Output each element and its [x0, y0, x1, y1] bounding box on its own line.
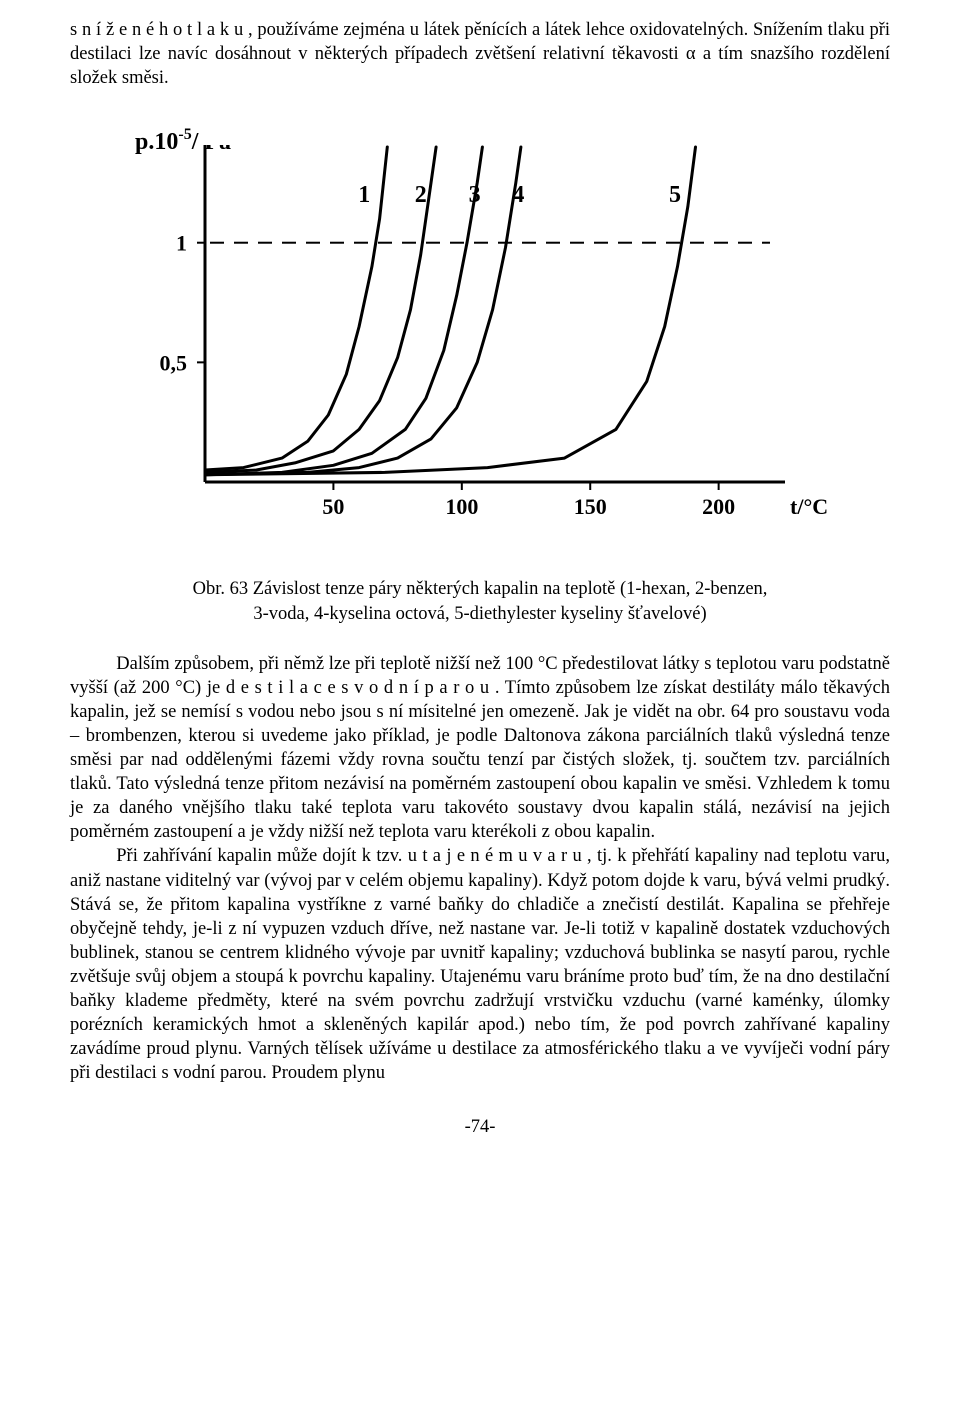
spaced-term-bumping: u t a j e n é m u v a r u ,	[408, 846, 592, 866]
svg-text:100: 100	[445, 494, 478, 519]
para3-prefix: Při zahřívání kapalin může dojít k tzv.	[116, 846, 407, 866]
svg-text:4: 4	[512, 182, 524, 208]
svg-text:0,5: 0,5	[160, 350, 188, 375]
svg-text:50: 50	[322, 494, 344, 519]
paragraph-bumping: Při zahřívání kapalin může dojít k tzv. …	[70, 844, 890, 1084]
caption-line2: 3-voda, 4-kyselina octová, 5-diethyleste…	[130, 602, 830, 627]
paragraph-intro: s n í ž e n é h o t l a k u , používáme …	[70, 18, 890, 90]
para3-rest: tj. k přehřátí kapaliny nad teplotu varu…	[70, 846, 890, 1082]
svg-text:1: 1	[358, 182, 370, 208]
spaced-term-steam-distillation: d e s t i l a c e s v o d n í p a r o u …	[226, 678, 500, 698]
figure-63: 0,5150100150200p.10-5/ Pat/°C12345	[70, 112, 890, 552]
para2-rest: Tímto způsobem lze získat destiláty málo…	[70, 678, 890, 842]
svg-text:150: 150	[574, 494, 607, 519]
svg-text:t/°C: t/°C	[790, 494, 828, 519]
svg-text:3: 3	[469, 182, 481, 208]
caption-line1: Obr. 63 Závislost tenze páry některých k…	[130, 577, 830, 602]
svg-text:1: 1	[176, 231, 187, 256]
spaced-term-reduced-pressure: s n í ž e n é h o t l a k u ,	[70, 20, 253, 40]
figure-caption: Obr. 63 Závislost tenze páry některých k…	[130, 577, 830, 627]
vapor-pressure-chart: 0,5150100150200p.10-5/ Pat/°C12345	[110, 112, 850, 552]
page-number: -74-	[70, 1115, 890, 1139]
svg-text:200: 200	[702, 494, 735, 519]
paragraph-steam-distillation: Dalším způsobem, při němž lze při teplot…	[70, 652, 890, 844]
svg-text:2: 2	[415, 182, 427, 208]
svg-text:5: 5	[669, 182, 681, 208]
